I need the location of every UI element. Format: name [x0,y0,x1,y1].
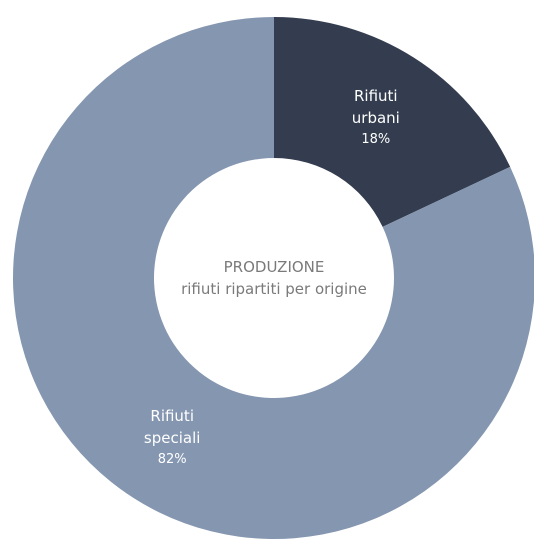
value-label: 82% [157,452,187,468]
slice-label: Rifiuti urbani 18% [331,85,421,151]
value-label: 18% [361,131,391,147]
slice-label: Rifiuti speciali 82% [127,405,217,471]
chart-subtitle: rifiuti ripartiti per origine [181,280,367,298]
category-label: Rifiuti speciali [143,407,201,448]
chart-title: PRODUZIONE [223,258,325,276]
slice [274,17,511,227]
category-label: Rifiuti urbani [351,86,400,127]
slice [13,17,534,539]
